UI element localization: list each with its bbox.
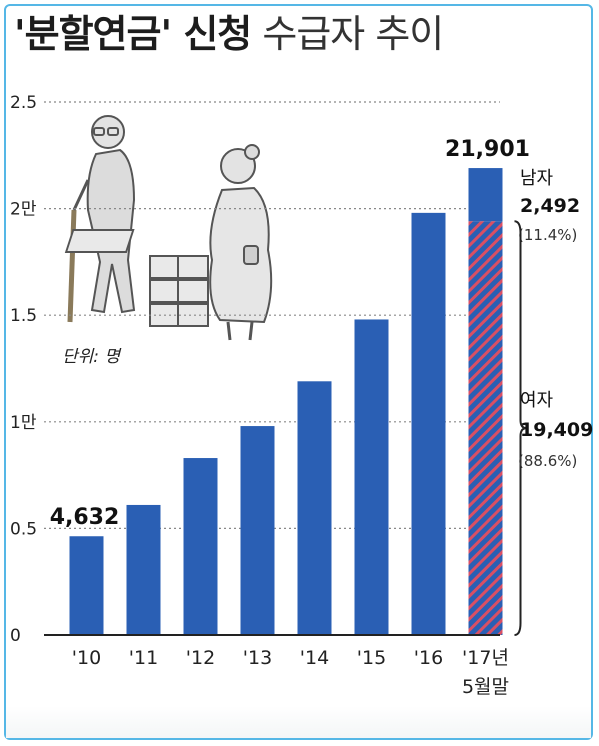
y-tick-label: 2만	[10, 200, 37, 220]
bar	[126, 504, 161, 635]
bar	[69, 536, 104, 635]
bar	[297, 381, 332, 635]
bottom-fade	[6, 706, 591, 738]
y-tick-label: 1.5	[10, 306, 37, 326]
female-share: (88.6%)	[518, 452, 577, 470]
document-stack	[64, 229, 209, 327]
x-axis-labels: '10 '11 '12 '13 '14 '15 '16 '17년 5월말	[72, 647, 509, 698]
x-tick-label: '15	[357, 647, 386, 669]
x-tick-sublabel: 5월말	[462, 676, 509, 698]
old-woman-figure	[209, 144, 273, 341]
bar-female-2017	[468, 221, 503, 635]
bar	[411, 212, 446, 635]
bar	[354, 319, 389, 635]
unit-label: 단위: 명	[62, 347, 121, 367]
data-label: 4,632	[50, 505, 120, 530]
title-bold: '분할연금' 신청	[14, 12, 252, 56]
male-value: 2,492	[520, 195, 580, 217]
y-axis-ticks: 0 0.5 1만 1.5 2만 2.5	[10, 93, 37, 646]
title-light: 수급자 추이	[262, 12, 444, 56]
male-share: (11.4%)	[518, 226, 577, 244]
female-bracket	[514, 220, 527, 636]
data-label: 21,901	[445, 137, 530, 162]
x-tick-label: '14	[300, 647, 329, 669]
female-label: 여자	[520, 390, 554, 411]
elderly-couple-illustration	[64, 115, 273, 341]
x-tick-label: '16	[414, 647, 443, 669]
y-tick-label: 2.5	[10, 93, 37, 113]
breakdown-annotations: 남자 2,492 (11.4%) 여자 19,409 (88.6%)	[514, 168, 593, 636]
x-tick-label: '13	[243, 647, 272, 669]
x-tick-label: '10	[72, 647, 101, 669]
y-tick-label: 0.5	[10, 519, 37, 539]
bars	[69, 168, 503, 635]
y-tick-label: 1만	[10, 413, 37, 433]
female-value: 19,409	[520, 419, 593, 441]
x-tick-label: '12	[186, 647, 215, 669]
x-tick-label: '17년	[462, 647, 509, 669]
male-label: 남자	[520, 168, 554, 189]
bar-male-2017	[468, 168, 503, 222]
bar	[240, 426, 275, 635]
bar	[183, 458, 218, 635]
data-labels: 4,632 21,901	[50, 137, 530, 530]
old-man-figure	[67, 115, 136, 323]
chart-title: '분할연금' 신청 수급자 추이	[14, 8, 444, 60]
x-tick-label: '11	[129, 647, 158, 669]
y-tick-label: 0	[10, 626, 21, 646]
